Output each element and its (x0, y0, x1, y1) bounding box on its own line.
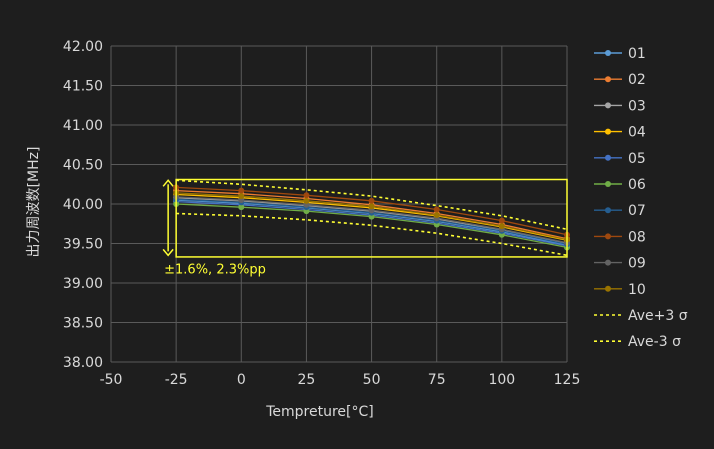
y-tick-label: 40.50 (63, 158, 103, 174)
annotation-box (175, 178, 568, 258)
data-point (368, 203, 375, 210)
legend-label: 10 (628, 282, 646, 298)
x-tick-label: 0 (237, 372, 246, 388)
legend-marker (605, 207, 611, 214)
data-point (303, 192, 310, 199)
annotation: ±1.6%, 2.3%pp (162, 178, 568, 277)
y-tick-label: 42.00 (63, 39, 103, 55)
x-tick-label: 25 (298, 372, 316, 388)
legend-marker (605, 259, 611, 266)
x-tick-label: -50 (100, 372, 123, 388)
y-axis-title: 出力周波数[MHz] (26, 147, 42, 258)
data-point (498, 223, 505, 230)
x-axis: -50 -25 0 25 50 75 100 125 (100, 372, 581, 388)
legend-marker (605, 102, 611, 109)
data-point (433, 206, 440, 213)
legend-label: Ave+3 σ (628, 308, 688, 324)
data-point (498, 217, 505, 224)
legend-label: 08 (628, 229, 646, 245)
y-tick-label: 41.00 (63, 118, 103, 134)
legend-label: 04 (628, 125, 646, 141)
data-point (238, 204, 245, 211)
legend-label: 09 (628, 256, 646, 272)
y-tick-label: 40.00 (63, 197, 103, 213)
data-point (368, 197, 375, 204)
y-tick-label: 39.00 (63, 276, 103, 292)
legend-label: 02 (628, 72, 646, 88)
legend-label: 01 (628, 46, 646, 62)
data-point (238, 187, 245, 194)
legend-label: 06 (628, 177, 646, 193)
legend-label: 07 (628, 203, 646, 219)
x-axis-title: Tempreture[°C] (265, 404, 374, 420)
legend-marker (605, 76, 611, 83)
legend-marker (605, 233, 611, 240)
legend-marker (605, 154, 611, 161)
legend-marker (605, 50, 611, 56)
y-tick-label: 41.50 (63, 79, 103, 95)
data-point (303, 197, 310, 204)
legend: 01 02 03 04 05 06 07 08 09 10 Ave+3 σ Ave-3 σ (594, 46, 688, 350)
x-tick-label: 75 (428, 372, 446, 388)
legend-marker (605, 285, 611, 292)
y-axis: 38.00 38.50 39.00 39.50 40.00 40.50 41.00 41.50… (63, 39, 103, 371)
data-point (433, 212, 440, 219)
legend-marker (605, 181, 611, 187)
x-tick-label: 100 (488, 372, 515, 388)
y-tick-label: 38.00 (63, 355, 103, 371)
x-tick-label: -25 (165, 372, 188, 388)
x-tick-label: 50 (363, 372, 381, 388)
legend-marker (605, 128, 611, 135)
data-point (238, 193, 245, 200)
x-tick-label: 125 (554, 372, 581, 388)
legend-label: 03 (628, 98, 646, 114)
annotation-arrow-head-bottom (162, 248, 174, 257)
series-lines (173, 179, 570, 257)
annotation-label: ±1.6%, 2.3%pp (164, 262, 266, 277)
y-tick-label: 38.50 (63, 316, 103, 332)
legend-label: Ave-3 σ (628, 334, 681, 350)
y-tick-label: 39.50 (63, 237, 103, 253)
annotation-arrow-head-top (162, 179, 174, 187)
legend-label: 05 (628, 151, 646, 167)
